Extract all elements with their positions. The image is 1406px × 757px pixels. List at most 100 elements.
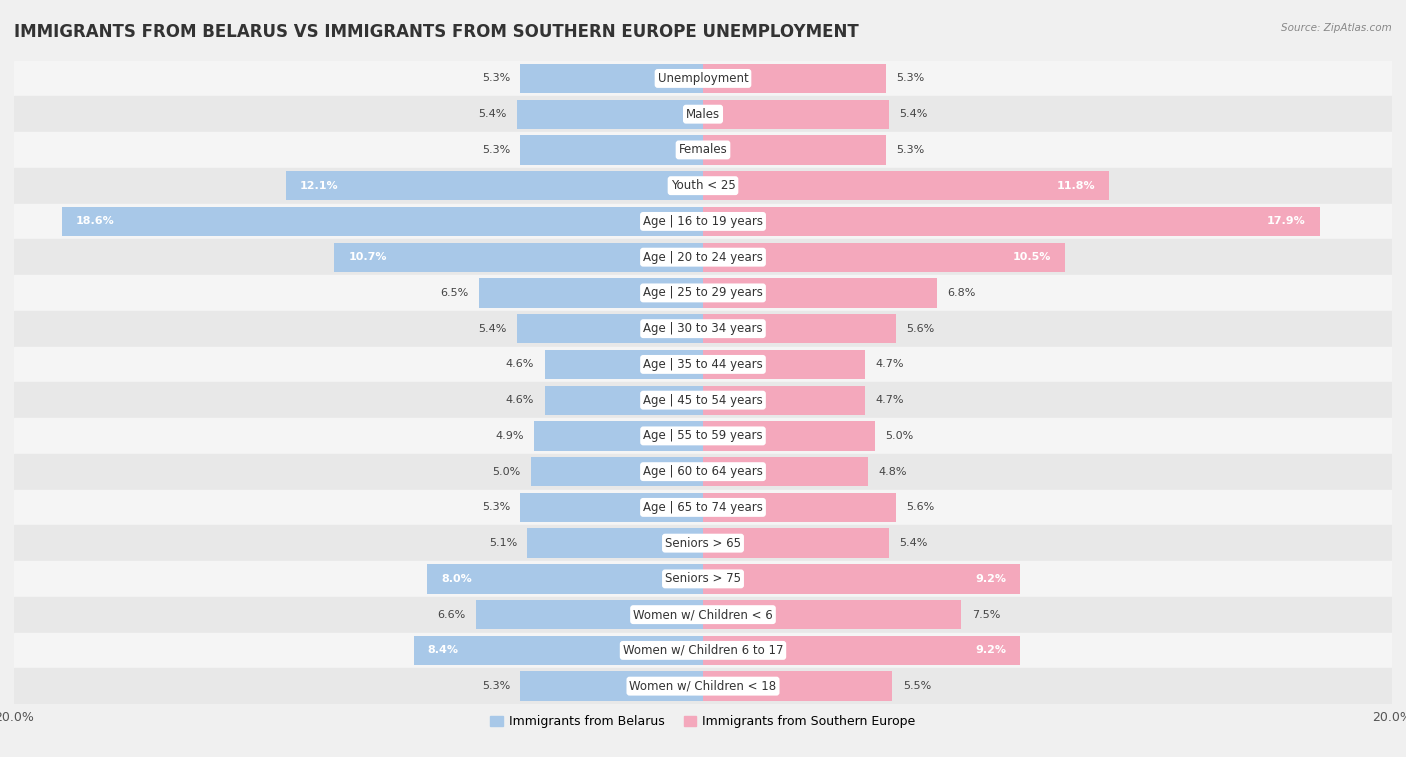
Text: 8.4%: 8.4%: [427, 646, 458, 656]
Bar: [14, 61, 1392, 96]
Bar: [14, 239, 1392, 275]
Bar: [534, 421, 703, 450]
Text: Women w/ Children < 6: Women w/ Children < 6: [633, 608, 773, 621]
Text: 5.3%: 5.3%: [482, 503, 510, 512]
Bar: [703, 136, 886, 164]
Bar: [520, 64, 703, 93]
Bar: [703, 564, 1019, 593]
Text: 5.0%: 5.0%: [886, 431, 914, 441]
Bar: [479, 279, 703, 307]
Bar: [703, 385, 865, 415]
Text: 6.5%: 6.5%: [440, 288, 468, 298]
Text: 4.7%: 4.7%: [875, 360, 904, 369]
Text: 5.6%: 5.6%: [907, 324, 935, 334]
Text: Unemployment: Unemployment: [658, 72, 748, 85]
Bar: [703, 242, 1064, 272]
Bar: [703, 171, 1109, 201]
Text: 4.9%: 4.9%: [495, 431, 524, 441]
Bar: [14, 561, 1392, 597]
Bar: [544, 350, 703, 379]
Text: 6.6%: 6.6%: [437, 609, 465, 620]
Bar: [703, 64, 886, 93]
Text: 4.7%: 4.7%: [875, 395, 904, 405]
Bar: [703, 457, 869, 486]
Text: 10.5%: 10.5%: [1012, 252, 1050, 262]
Text: Women w/ Children 6 to 17: Women w/ Children 6 to 17: [623, 644, 783, 657]
Bar: [14, 382, 1392, 418]
Text: 11.8%: 11.8%: [1057, 181, 1095, 191]
Text: 5.4%: 5.4%: [478, 324, 506, 334]
Text: 5.3%: 5.3%: [896, 145, 924, 155]
Text: 5.6%: 5.6%: [907, 503, 935, 512]
Bar: [62, 207, 703, 236]
Text: Age | 20 to 24 years: Age | 20 to 24 years: [643, 251, 763, 263]
Text: 4.6%: 4.6%: [506, 395, 534, 405]
Text: Age | 60 to 64 years: Age | 60 to 64 years: [643, 465, 763, 478]
Bar: [14, 168, 1392, 204]
Text: Source: ZipAtlas.com: Source: ZipAtlas.com: [1281, 23, 1392, 33]
Text: Seniors > 75: Seniors > 75: [665, 572, 741, 585]
Bar: [703, 671, 893, 701]
Text: 5.5%: 5.5%: [903, 681, 931, 691]
Bar: [14, 490, 1392, 525]
Text: 5.1%: 5.1%: [489, 538, 517, 548]
Bar: [544, 385, 703, 415]
Bar: [14, 132, 1392, 168]
Bar: [14, 633, 1392, 668]
Text: Age | 55 to 59 years: Age | 55 to 59 years: [643, 429, 763, 442]
Text: 12.1%: 12.1%: [299, 181, 339, 191]
Bar: [413, 636, 703, 665]
Text: Age | 16 to 19 years: Age | 16 to 19 years: [643, 215, 763, 228]
Bar: [14, 347, 1392, 382]
Bar: [427, 564, 703, 593]
Bar: [517, 314, 703, 344]
Text: 10.7%: 10.7%: [349, 252, 387, 262]
Text: Age | 25 to 29 years: Age | 25 to 29 years: [643, 286, 763, 300]
Text: 4.6%: 4.6%: [506, 360, 534, 369]
Bar: [14, 96, 1392, 132]
Text: Seniors > 65: Seniors > 65: [665, 537, 741, 550]
Bar: [14, 525, 1392, 561]
Text: 5.3%: 5.3%: [482, 73, 510, 83]
Bar: [520, 493, 703, 522]
Bar: [14, 668, 1392, 704]
Text: Age | 65 to 74 years: Age | 65 to 74 years: [643, 501, 763, 514]
Text: 18.6%: 18.6%: [76, 217, 115, 226]
Bar: [703, 421, 875, 450]
Bar: [703, 636, 1019, 665]
Text: Males: Males: [686, 107, 720, 120]
Text: 7.5%: 7.5%: [972, 609, 1000, 620]
Bar: [475, 600, 703, 629]
Bar: [703, 314, 896, 344]
Text: 5.4%: 5.4%: [900, 538, 928, 548]
Bar: [14, 204, 1392, 239]
Bar: [287, 171, 703, 201]
Text: Women w/ Children < 18: Women w/ Children < 18: [630, 680, 776, 693]
Bar: [703, 493, 896, 522]
Bar: [14, 453, 1392, 490]
Bar: [14, 597, 1392, 633]
Bar: [703, 207, 1320, 236]
Bar: [703, 528, 889, 558]
Text: 9.2%: 9.2%: [976, 574, 1007, 584]
Text: 5.3%: 5.3%: [482, 681, 510, 691]
Bar: [703, 99, 889, 129]
Bar: [520, 136, 703, 164]
Text: 6.8%: 6.8%: [948, 288, 976, 298]
Text: 5.4%: 5.4%: [900, 109, 928, 119]
Text: 17.9%: 17.9%: [1267, 217, 1306, 226]
Text: 5.3%: 5.3%: [482, 145, 510, 155]
Bar: [703, 600, 962, 629]
Bar: [527, 528, 703, 558]
Text: 9.2%: 9.2%: [976, 646, 1007, 656]
Bar: [335, 242, 703, 272]
Text: 5.3%: 5.3%: [896, 73, 924, 83]
Bar: [14, 311, 1392, 347]
Text: Youth < 25: Youth < 25: [671, 179, 735, 192]
Bar: [14, 418, 1392, 453]
Text: Females: Females: [679, 143, 727, 157]
Bar: [14, 275, 1392, 311]
Text: Age | 45 to 54 years: Age | 45 to 54 years: [643, 394, 763, 407]
Bar: [520, 671, 703, 701]
Text: Age | 35 to 44 years: Age | 35 to 44 years: [643, 358, 763, 371]
